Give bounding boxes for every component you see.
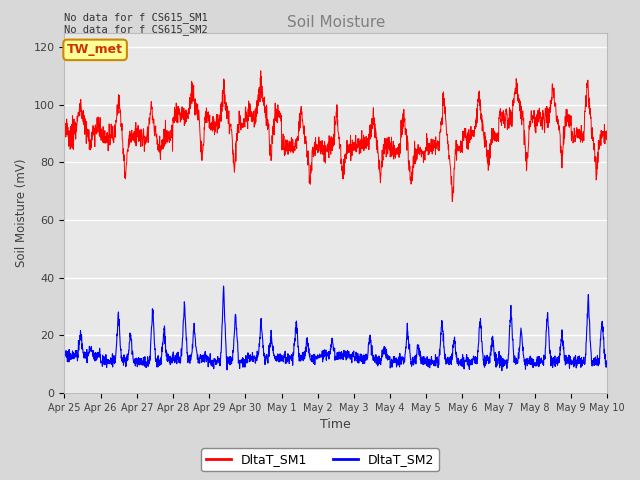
Legend: DltaT_SM1, DltaT_SM2: DltaT_SM1, DltaT_SM2 — [201, 448, 439, 471]
X-axis label: Time: Time — [321, 419, 351, 432]
Title: Soil Moisture: Soil Moisture — [287, 15, 385, 30]
Text: No data for f CS615_SM1
No data for f CS615_SM2: No data for f CS615_SM1 No data for f CS… — [64, 12, 208, 36]
Text: TW_met: TW_met — [67, 43, 123, 56]
Y-axis label: Soil Moisture (mV): Soil Moisture (mV) — [15, 158, 28, 267]
